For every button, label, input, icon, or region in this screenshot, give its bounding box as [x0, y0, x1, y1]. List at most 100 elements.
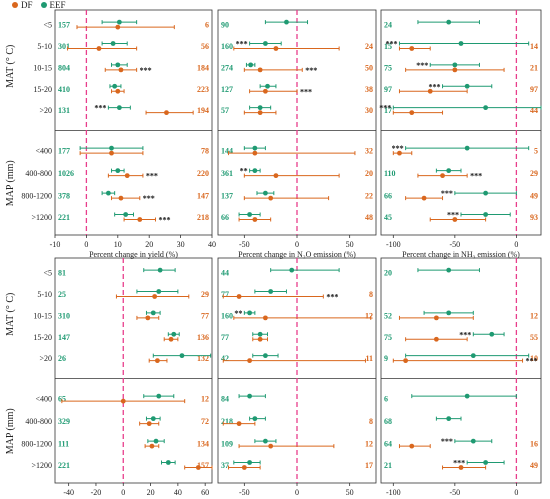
eef-point	[247, 460, 253, 465]
category-label: <5	[43, 21, 52, 30]
x-tick-label: -100	[386, 240, 401, 249]
df-point	[120, 398, 126, 404]
x-tick-label: -40	[63, 488, 74, 497]
plot-frame	[380, 9, 542, 236]
category-label: 5-10	[37, 42, 52, 51]
df-significance: ***	[300, 87, 312, 96]
eef-significance: ***	[459, 330, 471, 339]
x-tick-label: 0	[295, 240, 299, 249]
df-significance: ***	[526, 357, 538, 366]
df-sample-size: 29	[201, 290, 209, 299]
df-sample-size: 136	[197, 333, 209, 342]
eef-point	[257, 331, 263, 337]
df-point	[247, 358, 253, 364]
df-significance: ***	[143, 194, 155, 203]
df-point	[257, 67, 263, 73]
df-sample-size: 49	[530, 461, 538, 470]
df-significance: ***	[158, 216, 170, 225]
eef-point	[109, 145, 114, 151]
category-label: 10-15	[33, 311, 52, 320]
eef-significance: ***	[453, 459, 465, 468]
category-label: 800-1200	[21, 440, 52, 449]
eef-significance: ***	[441, 437, 453, 446]
df-sample-size: 22	[365, 192, 373, 201]
eef-point	[116, 19, 122, 25]
legend-item-df: DF	[12, 0, 33, 10]
eef-point	[446, 168, 452, 174]
df-sample-size: 38	[365, 85, 373, 94]
df-point	[421, 195, 427, 201]
eef-point	[265, 83, 270, 89]
category-label: 15-20	[33, 85, 52, 94]
eef-point	[252, 168, 258, 174]
eef-point	[483, 460, 489, 465]
df-sample-size: 220	[197, 169, 209, 178]
eef-point	[156, 393, 162, 399]
df-sample-size: 49	[530, 192, 538, 201]
df-point	[145, 315, 151, 321]
eef-significance: ***	[447, 211, 459, 220]
eef-point	[156, 289, 162, 294]
category-label: 400-800	[25, 169, 52, 178]
df-point	[268, 443, 274, 449]
eef-sample-size: 25	[58, 290, 66, 299]
df-sample-size: 12	[530, 311, 538, 320]
x-tick-label: 30	[177, 240, 185, 249]
category-label: >1200	[31, 213, 52, 222]
df-point	[409, 443, 415, 449]
eef-significance: ***	[416, 61, 428, 70]
eef-point	[464, 83, 470, 89]
eef-sample-size: 274	[221, 63, 233, 72]
df-sample-size: 184	[197, 63, 209, 72]
x-tick-label: 20	[145, 240, 153, 249]
category-label: >20	[39, 354, 52, 363]
eef-sample-size: 84	[221, 395, 229, 404]
eef-sample-size: 147	[58, 333, 70, 342]
eef-sample-size: 9	[384, 354, 388, 363]
df-sample-size: 93	[530, 213, 538, 222]
eef-significance: ***	[441, 189, 453, 198]
df-point	[397, 150, 402, 156]
df-sample-size: 218	[197, 213, 209, 222]
df-point	[440, 173, 445, 179]
plot-frame	[54, 257, 213, 484]
df-sample-size: 10	[530, 354, 538, 363]
df-point	[257, 336, 263, 342]
eef-point	[263, 41, 268, 46]
x-tick-label: 50	[346, 488, 354, 497]
df-point	[273, 46, 279, 51]
panel-1: -10 0 10 20 30 40 Percent change in yield (%) <…	[21, 9, 216, 259]
eef-sample-size: 131	[58, 106, 70, 115]
df-point	[118, 67, 124, 73]
eef-sample-size: 90	[221, 21, 229, 30]
eef-significance: **	[234, 309, 242, 318]
eef-sample-size: 109	[221, 440, 233, 449]
df-point	[154, 358, 160, 364]
df-significance: ***	[470, 172, 482, 181]
df-significance: ***	[305, 66, 317, 75]
eef-sample-size: 378	[58, 192, 70, 201]
eef-point	[171, 331, 177, 337]
df-point	[452, 217, 458, 222]
df-sample-size: 5	[534, 147, 538, 156]
df-sample-size: 44	[530, 106, 538, 115]
df-point	[241, 465, 247, 470]
df-significance: ***	[326, 293, 338, 302]
df-point	[433, 336, 439, 342]
eef-point	[179, 353, 185, 359]
eef-point	[470, 438, 476, 444]
eef-point	[150, 310, 156, 316]
panel-4: -40-200204060Percent change in NUE (%)<5…	[21, 257, 213, 499]
eef-point	[446, 19, 452, 25]
eef-sample-size: 64	[384, 440, 392, 449]
df-sample-size: 48	[365, 213, 373, 222]
df-sample-size: 77	[201, 311, 209, 320]
df-sample-size: 24	[365, 42, 373, 51]
eef-sample-size: 26	[58, 354, 66, 363]
eef-sample-size: 329	[58, 417, 70, 426]
eef-point	[247, 310, 253, 316]
legend-item-eef: EEF	[40, 0, 66, 10]
df-sample-size: 21	[530, 63, 538, 72]
